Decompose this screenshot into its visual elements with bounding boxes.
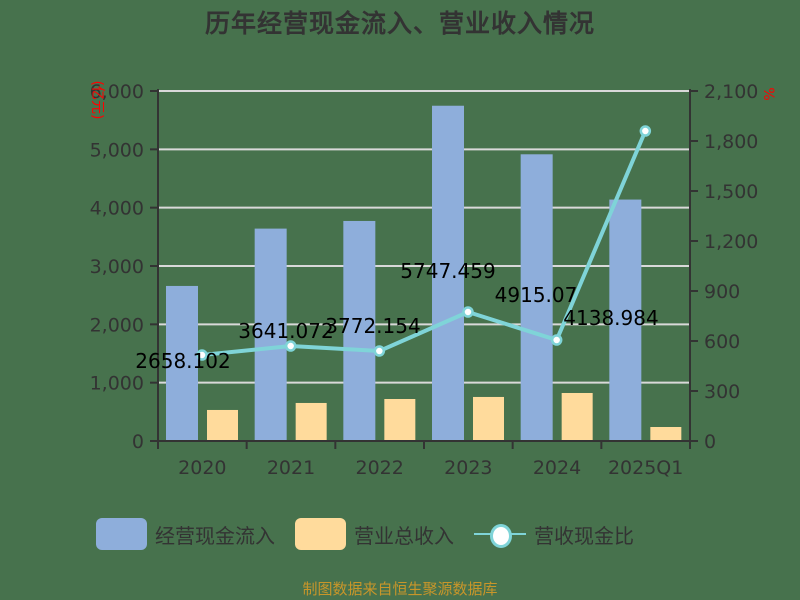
bar-data-label: 4915.07 [495,283,578,307]
x-tick-label: 2023 [444,457,492,479]
legend-swatch-orange [295,518,346,550]
bar-revenue[interactable] [384,399,416,441]
bar-data-label: 4138.984 [563,306,658,330]
left-tick-label: 5,000 [90,139,144,161]
legend-swatch-blue [96,518,147,550]
bar-revenue[interactable] [207,409,238,441]
bar-revenue[interactable] [295,402,327,441]
bar-cash-inflow[interactable] [609,199,642,441]
right-tick-label: 1,200 [704,231,758,253]
right-tick-label: 1,500 [704,181,758,203]
right-tick-label: 300 [704,381,740,403]
legend-label: 营业总收入 [354,523,454,548]
bar-cash-inflow[interactable] [343,220,376,441]
ratio-point[interactable] [462,306,474,318]
chart-title: 历年经营现金流入、营业收入情况 [204,9,595,38]
right-tick-label: 1,800 [704,131,758,153]
bar-data-label: 2658.102 [135,349,230,373]
left-tick-label: 0 [132,431,144,453]
legend-item-cash-inflow[interactable]: 经营现金流入 [96,518,275,550]
left-tick-label: 6,000 [90,81,144,103]
bar-revenue[interactable] [473,396,504,441]
bar-data-label: 3772.154 [325,314,420,338]
x-tick-label: 2024 [533,457,581,479]
left-tick-label: 4,000 [90,198,144,220]
legend-item-revenue[interactable]: 营业总收入 [295,518,454,550]
right-tick-label: 600 [704,331,740,353]
x-tick-label: 2021 [267,457,315,479]
legend-label: 营收现金比 [534,523,634,548]
right-axis-unit: % [760,87,776,100]
bar-cash-inflow[interactable] [520,154,553,441]
legend-line-marker-icon [474,518,526,550]
legend-item-ratio[interactable]: 营收现金比 [474,518,634,550]
bar-revenue[interactable] [650,427,682,441]
ratio-point[interactable] [550,334,563,346]
bar-data-label: 5747.459 [400,259,495,283]
bar-cash-inflow[interactable] [432,105,464,441]
bar-cash-inflow[interactable] [166,285,198,441]
ratio-line [201,130,648,357]
x-tick-label: 2020 [178,457,226,479]
left-tick-label: 3,000 [90,256,144,278]
ratio-point[interactable] [373,345,386,357]
bar-revenue[interactable] [561,392,593,441]
bar-data-label: 3641.072 [238,319,333,343]
legend-label: 经营现金流入 [155,523,275,548]
bar-cash-inflow[interactable] [254,228,287,441]
right-tick-label: 2,100 [704,81,758,103]
source-footer: 制图数据来自恒生聚源数据库 [302,580,498,598]
left-tick-label: 2,000 [90,314,144,336]
x-tick-label: 2025Q1 [608,457,683,479]
ratio-point[interactable] [196,349,208,361]
legend: 经营现金流入 营业总收入 营收现金比 [96,518,654,550]
left-tick-label: 1,000 [90,373,144,395]
right-tick-label: 900 [704,281,740,303]
left-axis-unit: (亿元) [89,81,105,120]
right-tick-label: 0 [704,431,716,453]
ratio-point[interactable] [284,340,297,352]
ratio-point[interactable] [639,125,652,137]
x-tick-label: 2022 [355,457,403,479]
